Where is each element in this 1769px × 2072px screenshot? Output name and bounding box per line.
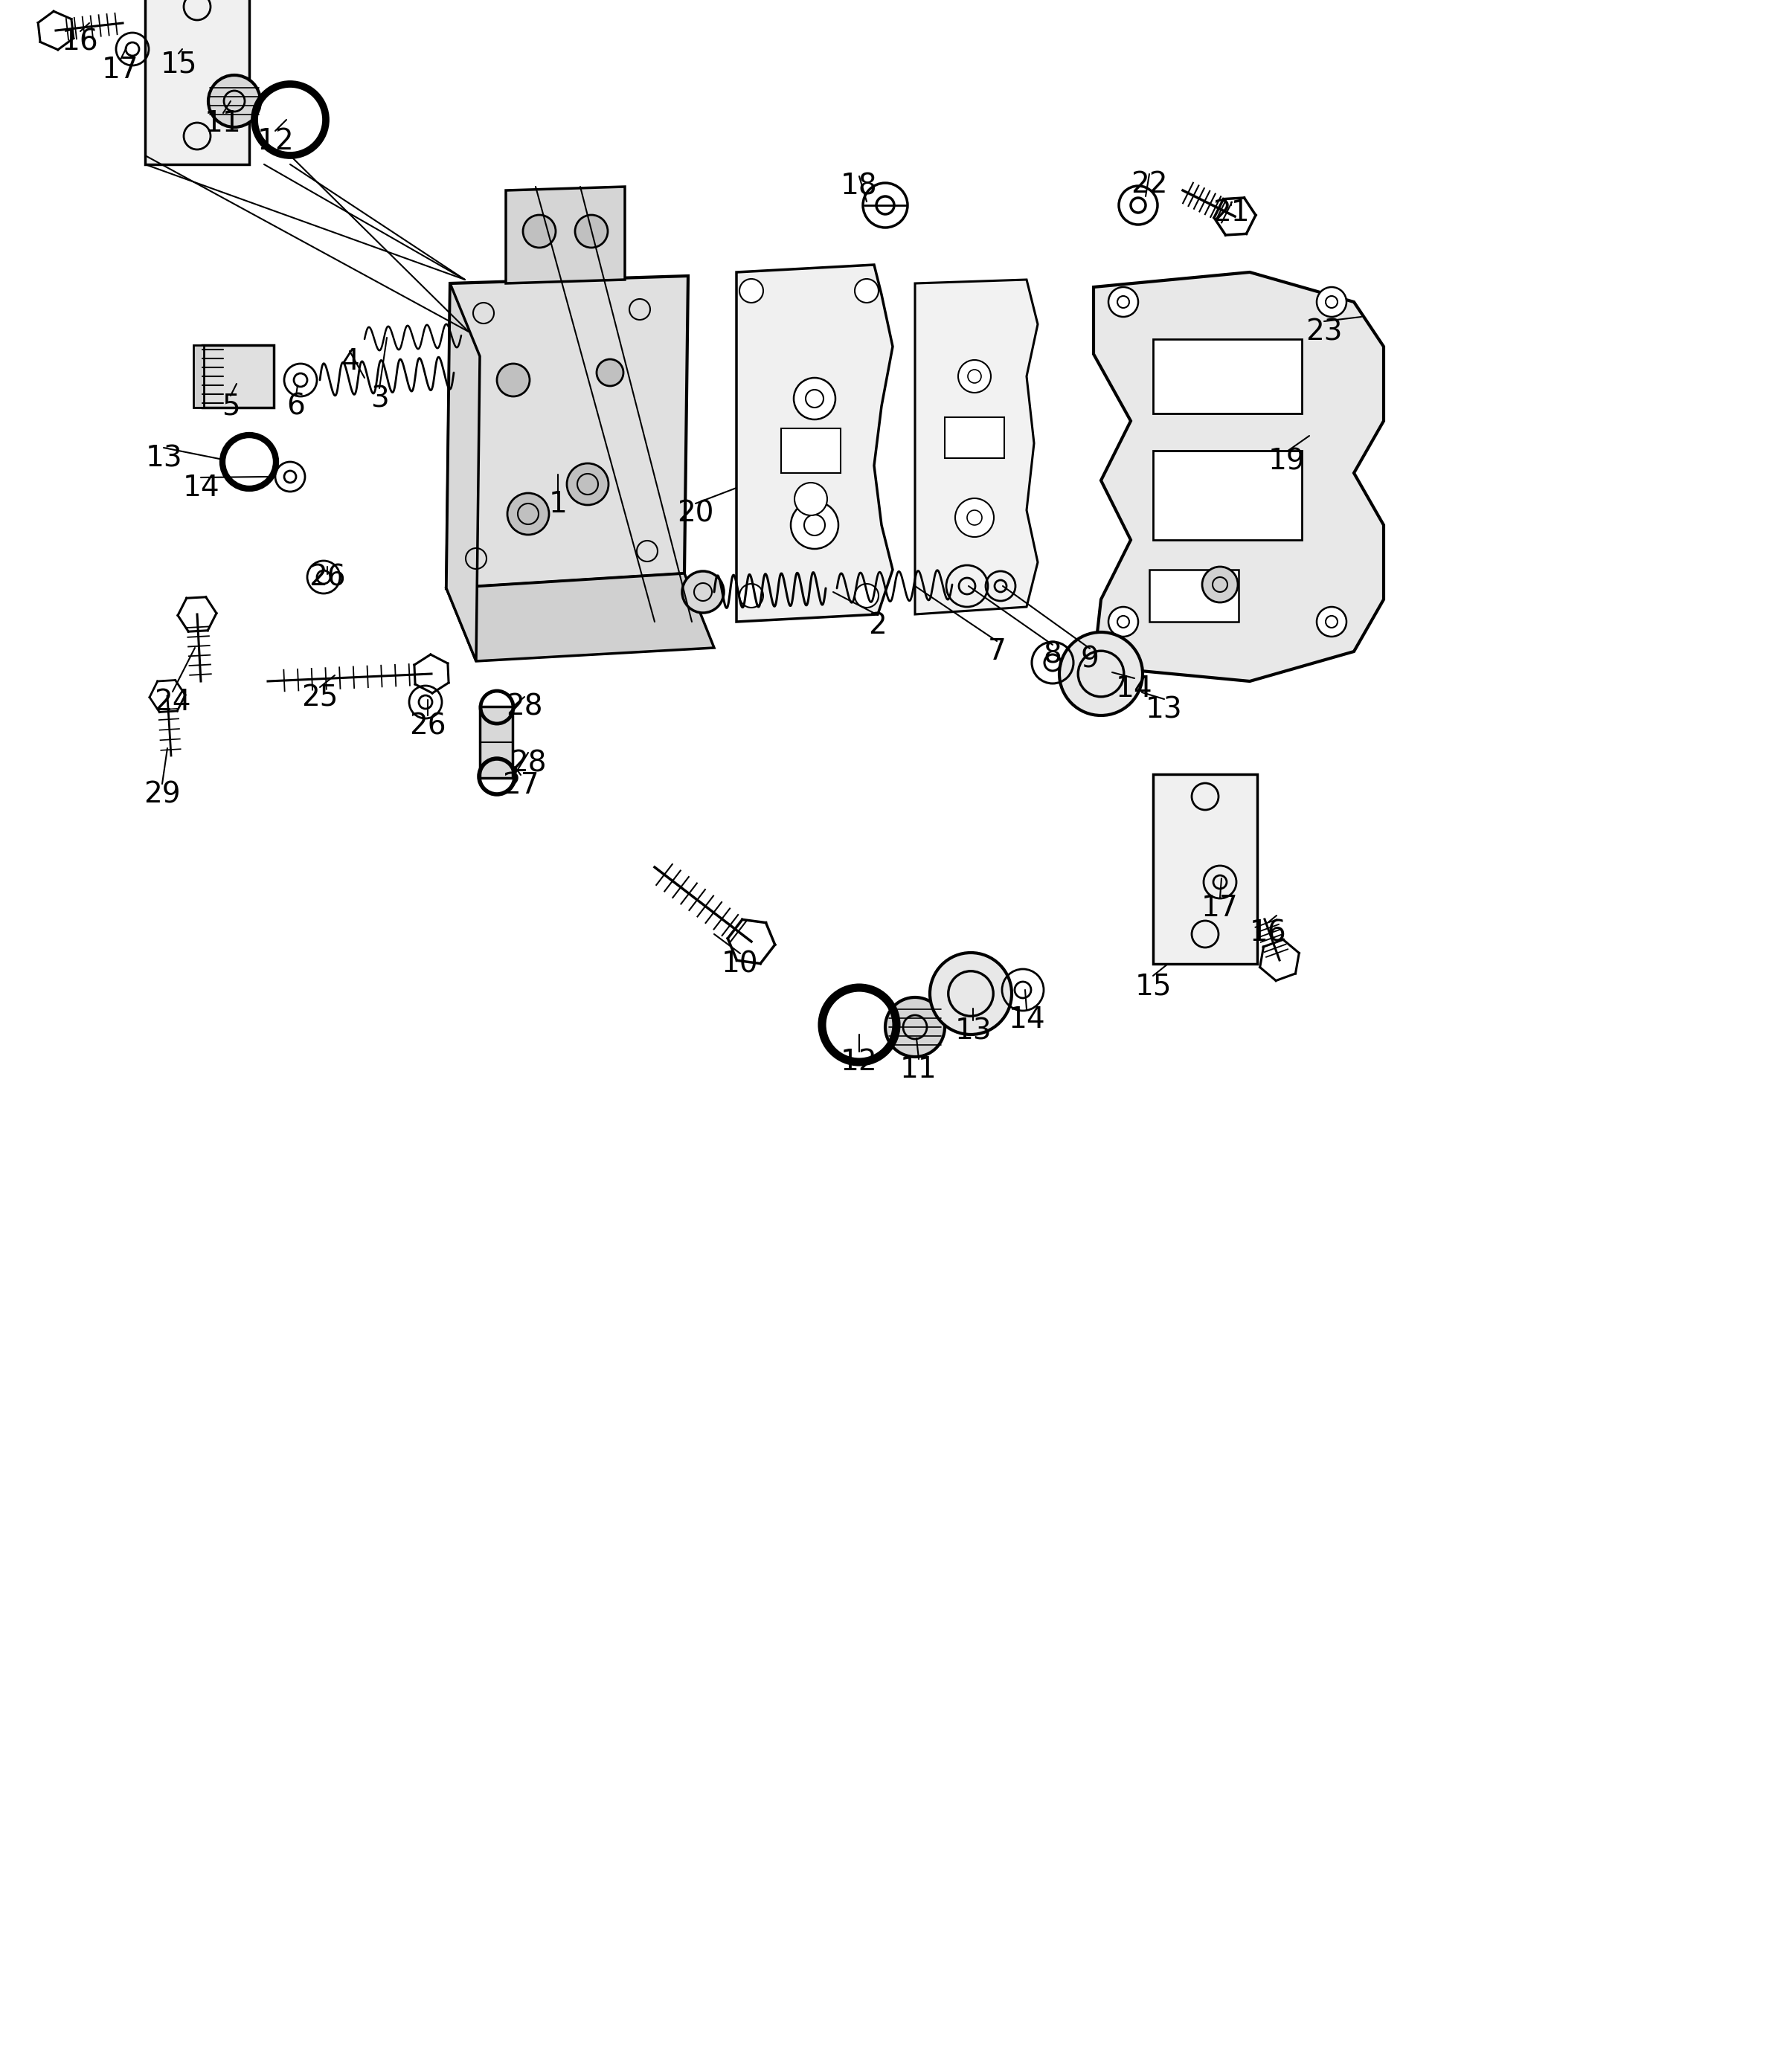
Text: 2: 2 (869, 611, 886, 640)
Circle shape (854, 584, 879, 607)
Text: 11: 11 (205, 110, 242, 137)
Text: 18: 18 (840, 172, 877, 201)
Polygon shape (446, 284, 479, 661)
Text: 17: 17 (1201, 893, 1238, 922)
Bar (945, 416, 1005, 458)
Text: 13: 13 (145, 443, 182, 472)
Bar (145, 0, 249, 164)
Circle shape (497, 365, 529, 396)
Circle shape (884, 997, 945, 1057)
Circle shape (566, 464, 609, 506)
Bar (1153, 340, 1302, 414)
Text: 23: 23 (1306, 317, 1343, 346)
Circle shape (955, 497, 994, 537)
Circle shape (930, 953, 1012, 1034)
Text: 8: 8 (1044, 640, 1061, 669)
Text: 17: 17 (103, 56, 140, 85)
Circle shape (508, 493, 548, 535)
Text: 4: 4 (340, 348, 359, 375)
Text: 6: 6 (287, 392, 306, 421)
Text: 28: 28 (506, 694, 543, 721)
Text: 7: 7 (987, 638, 1007, 665)
Polygon shape (446, 276, 688, 588)
Circle shape (854, 280, 879, 303)
Bar (193, 346, 203, 408)
Text: 29: 29 (143, 781, 180, 808)
Bar (1150, 570, 1238, 622)
Circle shape (524, 215, 555, 249)
Text: 12: 12 (257, 126, 294, 155)
Circle shape (1109, 288, 1137, 317)
Circle shape (794, 377, 835, 419)
Polygon shape (915, 280, 1038, 613)
Text: 1: 1 (548, 491, 568, 518)
Circle shape (791, 501, 839, 549)
Circle shape (739, 584, 762, 607)
Text: 9: 9 (1081, 644, 1099, 673)
Text: 5: 5 (221, 392, 241, 421)
Circle shape (683, 572, 724, 613)
Circle shape (1109, 607, 1137, 636)
Text: 14: 14 (1116, 675, 1153, 702)
Text: 15: 15 (1134, 972, 1171, 1001)
Polygon shape (1093, 271, 1383, 682)
Circle shape (209, 75, 260, 126)
Text: 22: 22 (1130, 170, 1168, 199)
Text: 10: 10 (722, 949, 759, 978)
Text: 27: 27 (502, 771, 540, 800)
Bar (479, 707, 513, 777)
Polygon shape (736, 265, 893, 622)
Circle shape (1203, 568, 1238, 603)
Circle shape (739, 280, 762, 303)
Circle shape (575, 215, 609, 249)
Text: 14: 14 (1008, 1005, 1045, 1034)
Text: 24: 24 (154, 688, 191, 717)
Bar (1153, 452, 1302, 541)
Text: 16: 16 (1251, 918, 1286, 947)
Text: 16: 16 (62, 27, 99, 56)
Circle shape (596, 358, 623, 385)
Text: 11: 11 (900, 1055, 938, 1084)
Text: 28: 28 (509, 748, 547, 777)
Text: 26: 26 (310, 564, 345, 591)
Circle shape (959, 361, 991, 394)
Bar (782, 429, 840, 472)
Bar (1153, 775, 1258, 963)
Circle shape (1316, 288, 1346, 317)
Polygon shape (506, 186, 624, 284)
Circle shape (794, 483, 828, 516)
Text: 20: 20 (678, 499, 715, 528)
Text: 15: 15 (161, 50, 196, 79)
Text: 13: 13 (955, 1017, 991, 1044)
Text: 14: 14 (182, 474, 219, 501)
Circle shape (1316, 607, 1346, 636)
Bar (202, 346, 274, 408)
Text: 19: 19 (1268, 448, 1306, 477)
Text: 13: 13 (1146, 696, 1183, 723)
Text: 25: 25 (301, 684, 338, 713)
Text: 26: 26 (409, 713, 446, 740)
Text: 3: 3 (370, 385, 389, 412)
Text: 12: 12 (840, 1048, 877, 1075)
Polygon shape (446, 574, 715, 661)
Circle shape (1060, 632, 1143, 715)
Text: 21: 21 (1214, 199, 1249, 226)
